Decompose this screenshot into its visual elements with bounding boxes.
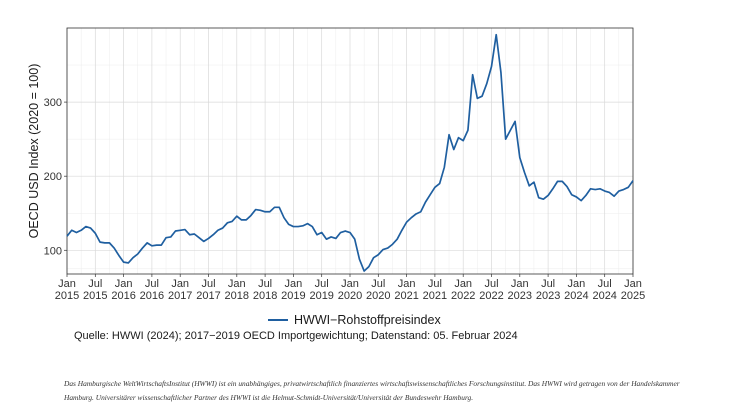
x-tick-label: Jul 2019 xyxy=(309,278,333,302)
legend: HWWI−Rohstoffpreisindex xyxy=(268,313,441,327)
x-tick-month: Jan xyxy=(228,278,246,290)
x-tick-month: Jul xyxy=(371,278,385,290)
x-tick-year: 2024 xyxy=(592,290,616,302)
x-tick-month: Jul xyxy=(598,278,612,290)
footer-disclaimer: Das Hamburgische WeltWirtschaftsInstitut… xyxy=(64,379,680,402)
legend-label: HWWI−Rohstoffpreisindex xyxy=(294,313,441,327)
x-tick-label: Jan 2025 xyxy=(621,278,645,302)
y-tick-label: 300 xyxy=(44,97,62,109)
grid-major xyxy=(66,28,634,274)
y-axis-title: OECD USD Index (2020 = 100) xyxy=(27,64,41,239)
x-tick-month: Jul xyxy=(484,278,498,290)
x-tick-label: Jan 2024 xyxy=(564,278,588,302)
x-tick-month: Jul xyxy=(258,278,272,290)
x-tick-label: Jul 2016 xyxy=(140,278,164,302)
x-tick-year: 2020 xyxy=(366,290,390,302)
x-tick-month: Jan xyxy=(115,278,133,290)
x-tick-label: Jan 2020 xyxy=(338,278,362,302)
x-tick-month: Jul xyxy=(145,278,159,290)
x-tick-year: 2019 xyxy=(281,290,305,302)
x-tick-month: Jul xyxy=(428,278,442,290)
x-tick-label: Jul 2020 xyxy=(366,278,390,302)
x-tick-year: 2018 xyxy=(253,290,277,302)
x-tick-label: Jan 2022 xyxy=(451,278,475,302)
source-note: Quelle: HWWI (2024); 2017−2019 OECD Impo… xyxy=(74,330,518,342)
x-tick-label: Jul 2023 xyxy=(536,278,560,302)
x-tick-label: Jul 2017 xyxy=(196,278,220,302)
grid-minor xyxy=(67,28,633,274)
x-tick-label: Jan 2015 xyxy=(55,278,79,302)
x-tick-month: Jan xyxy=(568,278,586,290)
legend-line-swatch xyxy=(268,319,288,321)
x-tick-year: 2016 xyxy=(140,290,164,302)
x-tick-label: Jul 2024 xyxy=(592,278,616,302)
x-tick-month: Jan xyxy=(454,278,472,290)
x-tick-year: 2017 xyxy=(168,290,192,302)
x-tick-label: Jan 2023 xyxy=(508,278,532,302)
x-tick-month: Jan xyxy=(285,278,303,290)
x-tick-label: Jan 2018 xyxy=(225,278,249,302)
x-tick-year: 2016 xyxy=(111,290,135,302)
y-axis-ticks: 100 200 300 xyxy=(44,97,67,257)
x-tick-label: Jan 2019 xyxy=(281,278,305,302)
x-tick-year: 2022 xyxy=(479,290,503,302)
x-tick-year: 2020 xyxy=(338,290,362,302)
x-tick-label: Jan 2017 xyxy=(168,278,192,302)
x-tick-year: 2017 xyxy=(196,290,220,302)
x-tick-month: Jan xyxy=(341,278,359,290)
y-tick-label: 200 xyxy=(44,171,62,183)
x-tick-year: 2022 xyxy=(451,290,475,302)
x-tick-year: 2015 xyxy=(55,290,79,302)
y-tick-label: 100 xyxy=(44,245,62,257)
x-tick-label: Jul 2015 xyxy=(83,278,107,302)
x-tick-label: Jul 2021 xyxy=(423,278,447,302)
x-tick-label: Jul 2022 xyxy=(479,278,503,302)
x-tick-month: Jan xyxy=(58,278,76,290)
x-tick-year: 2021 xyxy=(394,290,418,302)
x-tick-year: 2023 xyxy=(536,290,560,302)
x-tick-month: Jul xyxy=(88,278,102,290)
x-tick-year: 2024 xyxy=(564,290,588,302)
x-tick-label: Jan 2021 xyxy=(394,278,418,302)
x-tick-year: 2023 xyxy=(508,290,532,302)
x-tick-month: Jan xyxy=(624,278,642,290)
series-line xyxy=(66,33,634,272)
x-tick-month: Jul xyxy=(201,278,215,290)
series-layer xyxy=(66,33,634,272)
x-tick-month: Jan xyxy=(511,278,529,290)
x-tick-year: 2018 xyxy=(225,290,249,302)
x-tick-month: Jan xyxy=(171,278,189,290)
x-tick-month: Jul xyxy=(541,278,555,290)
x-tick-month: Jan xyxy=(398,278,416,290)
x-tick-year: 2021 xyxy=(423,290,447,302)
x-tick-year: 2015 xyxy=(83,290,107,302)
x-tick-year: 2019 xyxy=(309,290,333,302)
x-tick-month: Jul xyxy=(315,278,329,290)
x-tick-label: Jan 2016 xyxy=(111,278,135,302)
x-tick-label: Jul 2018 xyxy=(253,278,277,302)
x-tick-year: 2025 xyxy=(621,290,645,302)
